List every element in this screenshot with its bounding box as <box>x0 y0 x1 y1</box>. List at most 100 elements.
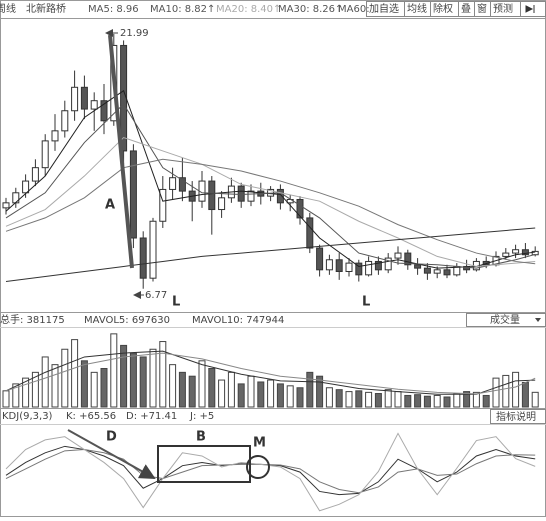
legend-entry: MA60: <box>338 4 370 15</box>
volume-bar <box>335 389 343 408</box>
volume-bar <box>404 394 412 408</box>
volume-bar <box>129 352 137 408</box>
candle-body <box>169 177 177 190</box>
line <box>5 449 536 494</box>
candle-body <box>276 188 284 204</box>
candle-body <box>365 260 373 276</box>
candle-body <box>512 249 520 254</box>
button-label[interactable]: 叠 <box>461 3 471 15</box>
candle-body <box>306 217 314 249</box>
volume-bar <box>492 377 500 408</box>
line <box>5 158 536 265</box>
arrow <box>67 429 156 479</box>
candle-body <box>22 180 30 194</box>
volume-bar <box>149 348 157 408</box>
volume-bar <box>12 383 20 408</box>
legend-entry: MA20: 8.40↑ <box>216 4 281 15</box>
candle-body <box>149 220 157 279</box>
candle-body <box>502 252 510 257</box>
highlight-box <box>157 445 251 483</box>
volume-bar <box>218 379 226 408</box>
candle-body <box>159 188 167 222</box>
arrow-icon[interactable] <box>525 5 535 13</box>
candle-body <box>100 100 108 122</box>
volume-bar <box>80 360 88 408</box>
annotation: A <box>105 198 115 213</box>
button-label[interactable]: 窗 <box>477 2 487 15</box>
legend-entry: MA5: 8.96 <box>88 4 139 15</box>
annotation: B <box>196 430 206 445</box>
candle-body <box>335 259 343 272</box>
highlight-circle <box>246 455 270 479</box>
volume-bar <box>502 374 510 408</box>
volume-bar <box>394 391 402 408</box>
line <box>5 352 536 395</box>
volume-bar <box>482 394 490 408</box>
candle-body <box>90 100 98 110</box>
volume-bar <box>247 375 255 408</box>
candle-body <box>316 247 324 271</box>
volume-bar <box>51 364 59 408</box>
legend-entry: D: +71.41 <box>126 411 177 422</box>
volume-bar <box>110 333 118 408</box>
candle-body <box>423 267 431 274</box>
legend-entry: MAVOL5: 697630 <box>84 315 170 326</box>
candle-body <box>433 269 441 274</box>
dropdown-icon[interactable] <box>535 318 541 322</box>
candle-body <box>178 177 186 192</box>
volume-bar <box>41 356 49 408</box>
volume-bar <box>71 339 79 408</box>
button-label[interactable]: 均线 <box>407 2 427 15</box>
volume-bar <box>521 381 529 408</box>
candle-body <box>61 110 69 132</box>
candle-body <box>325 259 333 271</box>
volume-bar <box>531 391 539 408</box>
candle-body <box>41 140 49 169</box>
volume-bar <box>100 368 108 408</box>
candle-body <box>139 237 147 279</box>
candle-body <box>374 260 382 271</box>
candle-body <box>80 86 88 110</box>
indicator-title: KDJ(9,3,3) <box>2 411 53 422</box>
candle-body <box>51 130 59 142</box>
volume-bar <box>355 390 363 408</box>
candle-body <box>443 269 451 276</box>
volume-bar <box>306 371 314 408</box>
volume-bar <box>423 395 431 408</box>
annotation: 21.99 <box>120 28 149 39</box>
candle-body <box>208 180 216 211</box>
volume-bar <box>384 389 392 408</box>
volume-bar <box>159 341 167 408</box>
volume-bar <box>198 360 206 408</box>
legend-entry: MAVOL10: 747944 <box>192 315 284 326</box>
period: 周线 <box>0 2 16 15</box>
candle-body <box>521 249 529 256</box>
candle-body <box>237 185 245 202</box>
legend-entry: J: +5 <box>189 411 214 422</box>
line <box>5 136 536 267</box>
volume-bar <box>512 371 520 408</box>
legend-entry: K: +65.56 <box>66 411 116 422</box>
volume-bar <box>31 371 39 408</box>
volume-bar <box>2 390 10 408</box>
candle-body <box>355 262 363 276</box>
volume-bar <box>139 356 147 408</box>
volume-bar <box>22 377 30 408</box>
volume-bar <box>374 393 382 408</box>
volume-bar <box>286 385 294 408</box>
volume-bar <box>267 379 275 408</box>
button-label[interactable]: 预测 <box>493 2 513 15</box>
volume-bar <box>463 391 471 408</box>
volume-bar <box>325 387 333 408</box>
volume-bar <box>443 396 451 408</box>
candle-body <box>414 264 422 269</box>
volume-bar <box>453 393 461 408</box>
button-label[interactable]: 指标说明 <box>496 410 536 423</box>
line <box>5 227 536 283</box>
volume-bar <box>169 364 177 408</box>
button-label[interactable]: 除权 <box>433 2 453 15</box>
button-label[interactable]: 成交量 <box>490 313 520 326</box>
button-label[interactable]: 加自选 <box>369 2 399 15</box>
